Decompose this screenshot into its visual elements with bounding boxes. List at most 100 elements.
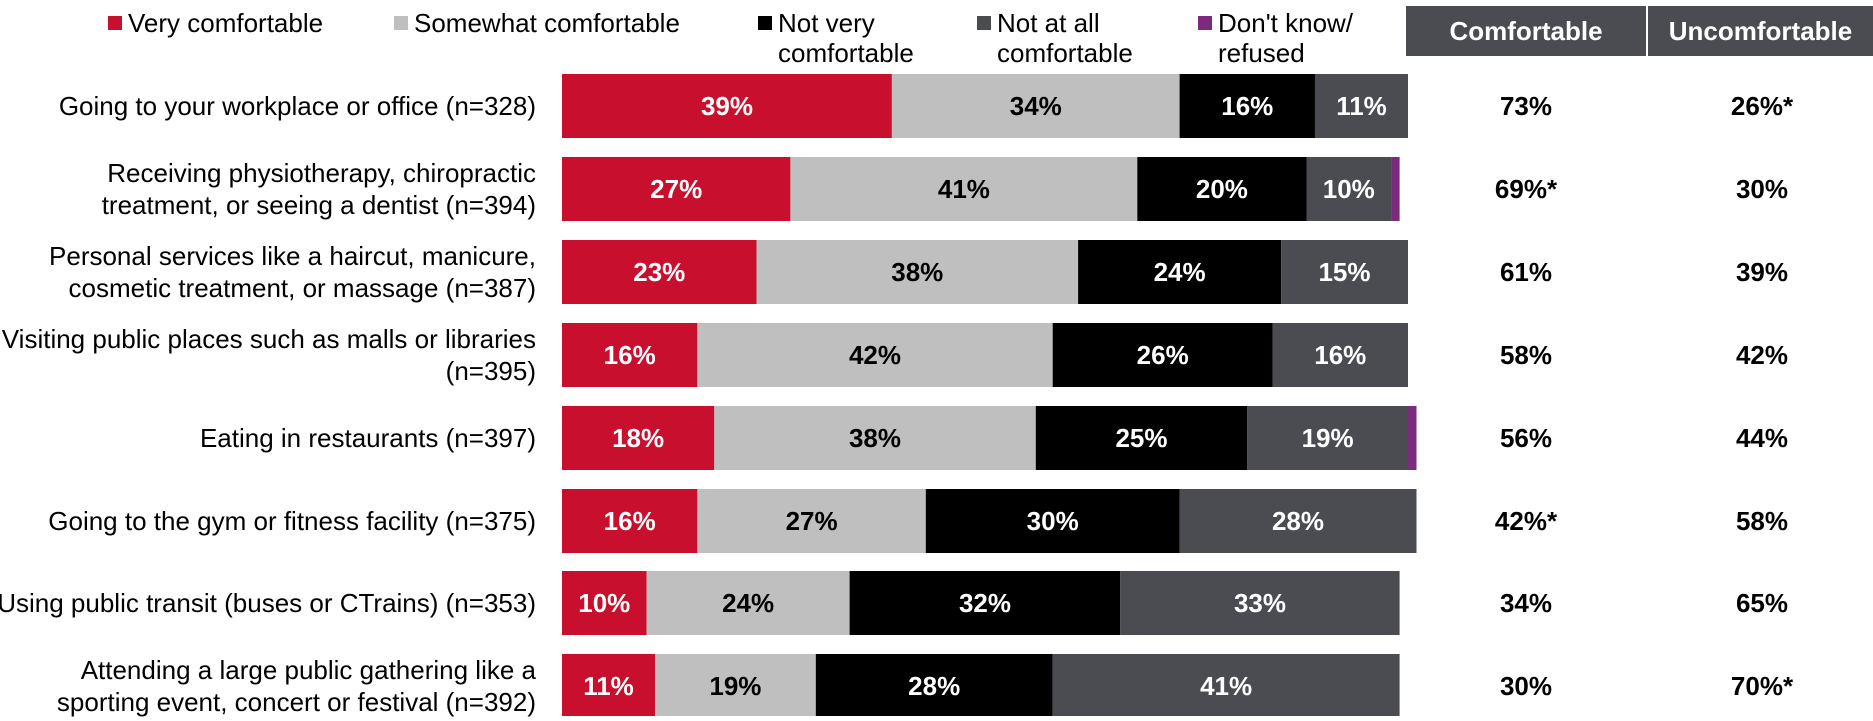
bar-segment — [1052, 323, 1273, 387]
data-label: 16% — [604, 340, 656, 370]
data-label: 16% — [604, 506, 656, 536]
data-label: 42% — [849, 340, 901, 370]
data-label: 33% — [1234, 588, 1286, 618]
bar-segment — [1247, 406, 1408, 470]
uncomfortable-value: 44% — [1735, 423, 1789, 453]
legend-label: Don't know/ refused — [1218, 8, 1354, 68]
bar-segment — [1391, 157, 1400, 221]
bar-segment — [562, 323, 698, 387]
legend-swatch — [394, 16, 408, 30]
row-label: Eating in restaurants (n=397) — [199, 423, 536, 453]
uncomfortable-value: 30% — [1735, 174, 1789, 204]
bar-segment — [1179, 74, 1315, 138]
bar-segment — [891, 74, 1180, 138]
bar-segment — [1281, 240, 1408, 304]
comfortable-value: 34% — [1499, 588, 1553, 618]
data-label: 27% — [786, 506, 838, 536]
comfortable-value: 58% — [1499, 340, 1553, 370]
bar-segment — [562, 571, 647, 635]
bar-segment — [815, 654, 1053, 716]
comfortable-value: 61% — [1499, 257, 1553, 287]
bar-segment — [849, 571, 1121, 635]
legend-label: Very comfortable — [128, 8, 324, 38]
legend-label: Not very comfortable — [778, 8, 914, 68]
data-label: 19% — [709, 671, 761, 701]
bar-segment — [562, 74, 892, 138]
bar-segment — [655, 654, 816, 716]
bar-segment — [1408, 406, 1417, 470]
bar-segment — [790, 157, 1138, 221]
data-label: 28% — [908, 671, 960, 701]
row-label: Personal services like a haircut, manicu… — [49, 241, 536, 303]
uncomfortable-value: 26%* — [1730, 91, 1794, 121]
bar-segment — [1314, 74, 1408, 138]
bar-segment — [1179, 489, 1417, 553]
bar-segment — [697, 489, 926, 553]
data-label: 32% — [959, 588, 1011, 618]
bar-segment — [925, 489, 1180, 553]
bar-segment — [646, 571, 850, 635]
comfortable-value: 56% — [1499, 423, 1553, 453]
bar-segment — [562, 654, 656, 716]
comfortable-value: 42%* — [1494, 506, 1558, 536]
header-comfortable: Comfortable — [1406, 6, 1646, 56]
row-label: Going to the gym or fitness facility (n=… — [48, 506, 536, 536]
bar-segment — [562, 157, 791, 221]
data-label: 11% — [1336, 91, 1387, 121]
data-label: 16% — [1314, 340, 1366, 370]
data-label: 38% — [849, 423, 901, 453]
header-uncomfortable: Uncomfortable — [1648, 6, 1873, 56]
data-label: 39% — [701, 91, 753, 121]
data-label: 15% — [1318, 257, 1370, 287]
uncomfortable-value: 65% — [1735, 588, 1789, 618]
data-label: 11% — [583, 671, 634, 701]
bar-segment — [1035, 406, 1248, 470]
legend-swatch — [758, 16, 772, 30]
data-label: 25% — [1115, 423, 1167, 453]
bar-segment — [1306, 157, 1392, 221]
data-label: 24% — [1154, 257, 1206, 287]
bar-segment — [562, 406, 715, 470]
data-label: 41% — [938, 174, 990, 204]
data-label: 19% — [1302, 423, 1354, 453]
data-label: 41% — [1200, 671, 1252, 701]
uncomfortable-value: 70%* — [1730, 671, 1794, 701]
bar-segment — [697, 323, 1053, 387]
row-label: Receiving physiotherapy, chiropractic tr… — [101, 158, 536, 220]
bar-segment — [1272, 323, 1408, 387]
row-label: Visiting public places such as malls or … — [1, 324, 536, 386]
data-label: 10% — [578, 588, 630, 618]
uncomfortable-value: 39% — [1735, 257, 1789, 287]
row-label: Using public transit (buses or CTrains) … — [0, 588, 536, 618]
bar-segment — [1120, 571, 1400, 635]
data-label: 38% — [891, 257, 943, 287]
data-label: 16% — [1221, 91, 1273, 121]
bar-segment — [1137, 157, 1307, 221]
bar-segment — [714, 406, 1036, 470]
data-label: 23% — [633, 257, 685, 287]
bar-segment — [1078, 240, 1282, 304]
data-label: 30% — [1027, 506, 1079, 536]
data-label: 26% — [1137, 340, 1189, 370]
data-label: 20% — [1196, 174, 1248, 204]
bar-segment — [1052, 654, 1400, 716]
comfortable-value: 30% — [1499, 671, 1553, 701]
data-label: 10% — [1323, 174, 1375, 204]
uncomfortable-value: 42% — [1735, 340, 1789, 370]
legend-swatch — [108, 16, 122, 30]
data-label: 28% — [1272, 506, 1324, 536]
legend-label: Somewhat comfortable — [414, 8, 680, 38]
bar-segment — [562, 489, 698, 553]
data-label: 18% — [612, 423, 664, 453]
bar-segment — [756, 240, 1079, 304]
row-label: Attending a large public gathering like … — [56, 655, 536, 717]
data-label: 34% — [1010, 91, 1062, 121]
legend-swatch — [977, 16, 991, 30]
data-label: 24% — [722, 588, 774, 618]
comfortable-value: 69%* — [1494, 174, 1558, 204]
legend-swatch — [1198, 16, 1212, 30]
bar-segment — [562, 240, 757, 304]
row-label: Going to your workplace or office (n=328… — [58, 91, 536, 121]
